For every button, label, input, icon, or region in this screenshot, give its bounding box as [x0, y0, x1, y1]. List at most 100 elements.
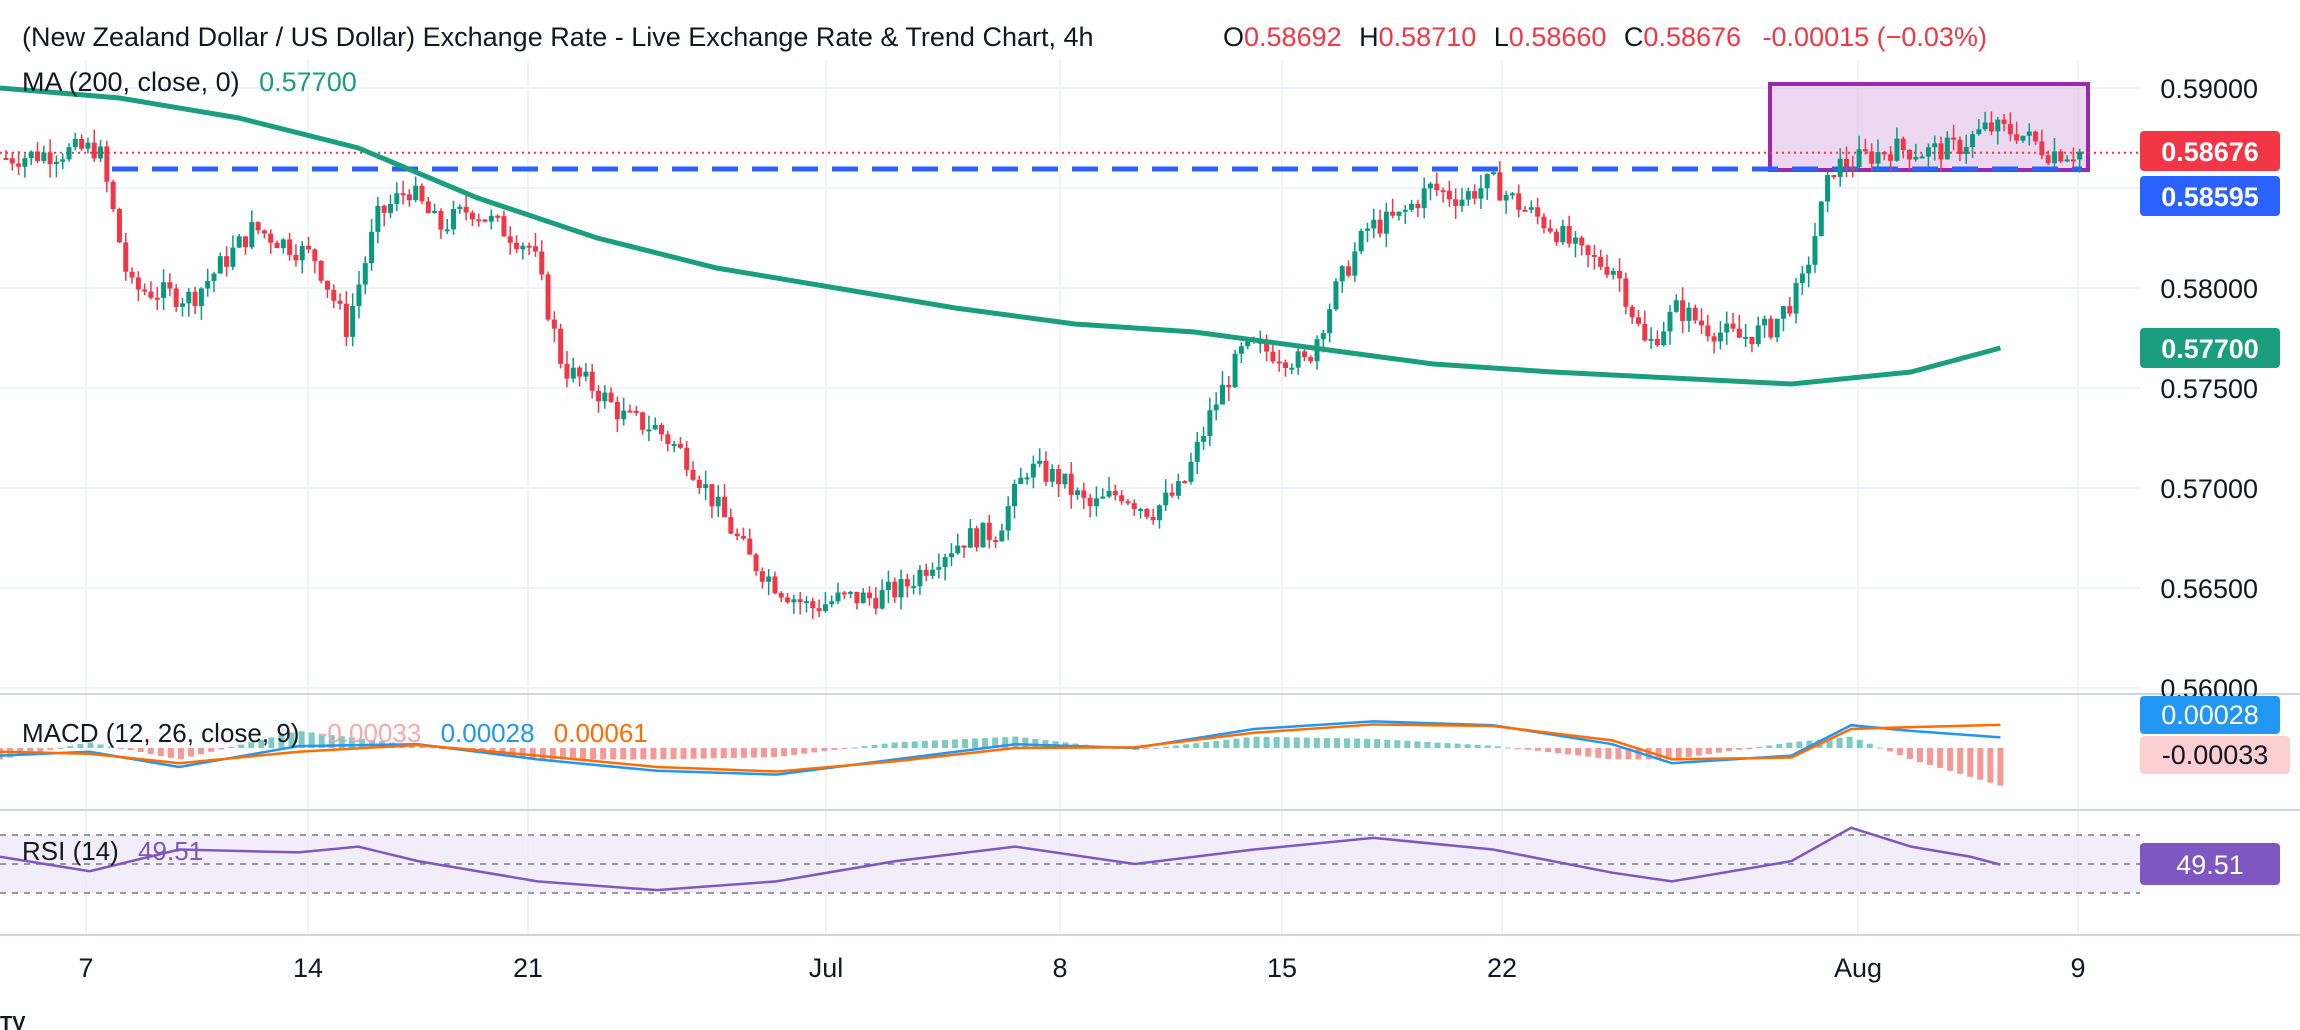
macd-histogram-bar	[1514, 748, 1521, 749]
macd-histogram-bar	[1846, 736, 1853, 748]
candle-body	[2064, 159, 2070, 162]
candle-body	[1661, 331, 1667, 346]
candle-body	[1112, 490, 1118, 496]
candle-body	[539, 251, 545, 275]
macd-histogram-bar	[1937, 748, 1944, 768]
candle-body	[696, 479, 702, 488]
candle-body	[646, 429, 652, 432]
price-tick-label: 0.56500	[2160, 574, 2258, 604]
candle-body	[1156, 505, 1162, 521]
candle-body	[1056, 468, 1062, 485]
candle-body	[1276, 361, 1282, 364]
candle-body	[217, 256, 223, 274]
candle-body	[1951, 137, 1957, 140]
macd-histogram-bar	[1957, 748, 1964, 774]
candle-body	[1654, 338, 1660, 346]
macd-histogram-bar	[1947, 748, 1954, 771]
macd-histogram-bar	[1776, 744, 1783, 748]
candle-body	[1465, 191, 1471, 200]
histogram-value-badge: -0.00033	[2140, 736, 2290, 774]
macd-histogram-bar	[1313, 737, 1320, 748]
candle-body	[734, 533, 740, 537]
candle-body	[1799, 273, 1805, 284]
macd-histogram-bar	[1917, 748, 1924, 763]
candle-body	[640, 412, 646, 430]
candle-body	[1528, 207, 1534, 210]
candle-body	[747, 538, 753, 555]
candle-body	[1011, 483, 1017, 507]
candle-body	[179, 303, 185, 307]
candle-body	[621, 410, 627, 420]
macd-histogram-bar	[670, 748, 677, 760]
macd-histogram-bar	[1605, 748, 1612, 759]
candle-body	[816, 608, 822, 612]
candle-body	[1283, 362, 1289, 369]
candle-body	[551, 319, 557, 329]
candle-body	[2039, 141, 2045, 156]
candle-body	[287, 239, 293, 255]
candle-body	[1591, 254, 1597, 257]
macd-histogram-bar	[429, 747, 436, 749]
macd-histogram-bar	[1263, 736, 1270, 748]
macd-histogram-bar	[137, 748, 144, 753]
candle-body	[1673, 300, 1679, 312]
candle-body	[79, 138, 85, 149]
candle-body	[1541, 216, 1547, 229]
macd-histogram-bar	[680, 748, 687, 759]
candle-body	[1352, 251, 1358, 276]
candle-body	[123, 242, 129, 272]
candle-body	[659, 425, 665, 435]
macd-histogram-bar	[1464, 744, 1471, 748]
candle-body	[1037, 460, 1043, 464]
candle-body	[1554, 231, 1560, 243]
candle-body	[570, 367, 576, 379]
candle-body	[930, 569, 936, 576]
candle-body	[1503, 194, 1509, 201]
macd-histogram-bar	[248, 742, 255, 748]
candle-body	[1743, 336, 1749, 339]
candle-body	[1963, 147, 1969, 154]
candle-body	[1018, 477, 1024, 484]
macd-histogram-bar	[147, 748, 154, 754]
macd-histogram-bar	[187, 748, 194, 757]
candle-body	[476, 219, 482, 222]
candle-body	[904, 579, 910, 587]
candle-body	[867, 592, 873, 599]
candle-body	[885, 581, 891, 591]
rsi-value-badge: 49.51	[2140, 843, 2280, 885]
candle-body	[1547, 228, 1553, 232]
price-tick-label: 0.57500	[2160, 374, 2258, 404]
macd-histogram-bar	[1364, 738, 1371, 748]
candle-body	[324, 280, 330, 290]
candle-body	[85, 142, 91, 149]
candle-body	[356, 284, 362, 306]
candle-body	[1150, 516, 1156, 521]
macd-histogram-bar	[1203, 742, 1210, 748]
candle-body	[16, 163, 22, 167]
macd-histogram-bar	[1163, 746, 1170, 748]
candle-body	[98, 146, 104, 159]
macd-histogram-bar	[127, 748, 134, 751]
candle-body	[1900, 138, 1906, 151]
macd-histogram-bar	[348, 737, 355, 748]
macd-histogram-bar	[268, 737, 275, 748]
macd-histogram-bar	[610, 748, 617, 760]
candle-body	[66, 147, 72, 160]
macd-histogram-bar	[208, 748, 215, 752]
macd-histogram-bar	[730, 748, 737, 758]
candle-body	[848, 591, 854, 594]
macd-histogram-bar	[218, 748, 225, 750]
macd-histogram-bar	[549, 748, 556, 760]
macd-histogram-bar	[27, 748, 34, 754]
macd-histogram-bar	[1474, 744, 1481, 748]
candle-body	[1238, 346, 1244, 354]
candle-body	[167, 282, 173, 289]
candle-body	[1390, 211, 1396, 216]
macd-histogram-bar	[1434, 742, 1441, 748]
candle-body	[135, 277, 141, 290]
macd-histogram-bar	[1645, 748, 1652, 760]
macd-histogram-bar	[1545, 748, 1552, 753]
candle-body	[47, 152, 53, 165]
candle-body	[350, 305, 356, 337]
macd-histogram-bar	[1715, 748, 1722, 753]
